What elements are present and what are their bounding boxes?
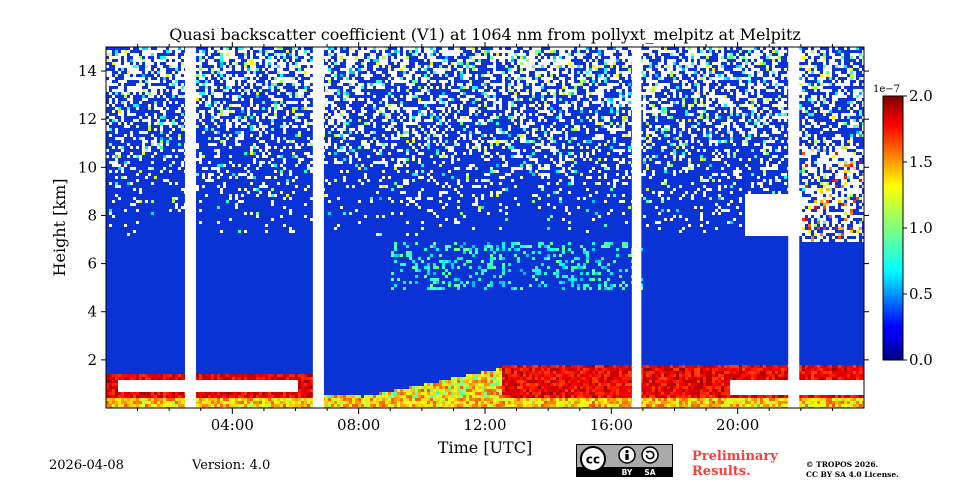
preliminary-results-label: Preliminary Results.	[692, 449, 778, 479]
y-tick-label: 8	[87, 206, 97, 224]
x-tick-label: 04:00	[211, 416, 254, 434]
cc-license-badge: cc BY SA	[576, 444, 673, 477]
copyright-notice: © TROPOS 2026. CC BY SA 4.0 License.	[806, 460, 899, 480]
y-tick-label: 10	[78, 158, 97, 176]
copyright-line-1: © TROPOS 2026.	[806, 460, 899, 470]
colorbar-tick-label: 1.5	[909, 153, 933, 171]
x-tick-label: 16:00	[590, 416, 633, 434]
colorbar: 0.0 0.5 1.0 1.5 2.0 1e−7	[873, 84, 933, 369]
colorbar-tick-label: 0.0	[909, 351, 933, 369]
y-tick-label: 14	[78, 62, 97, 80]
data-gap-1	[313, 47, 324, 408]
y-tick-label: 4	[87, 303, 97, 321]
colorbar-tick-label: 0.5	[909, 285, 933, 303]
cc-text: cc	[586, 453, 600, 467]
date-label: 2026-04-08	[49, 458, 124, 473]
colorbar-tick-label: 2.0	[909, 87, 933, 105]
x-tick-label: 12:00	[463, 416, 506, 434]
colorbar-offset-label: 1e−7	[873, 84, 900, 95]
colorbar-tick-label: 1.0	[909, 219, 933, 237]
copyright-line-2: CC BY SA 4.0 License.	[806, 470, 899, 480]
data-gap-2	[632, 47, 641, 408]
sa-share-icon	[642, 447, 658, 463]
y-tick-label: 2	[87, 351, 97, 369]
by-person-body	[625, 454, 628, 460]
y-tick-label: 6	[87, 255, 97, 273]
x-axis-label: Time [UTC]	[438, 438, 532, 457]
by-person-head	[625, 450, 628, 453]
y-tick-label: 12	[78, 110, 97, 128]
colorbar-gradient	[883, 96, 903, 360]
data-gap-3	[788, 47, 799, 408]
x-tick-label: 08:00	[337, 416, 380, 434]
by-label: BY	[622, 468, 633, 477]
sa-label: SA	[644, 468, 655, 477]
version-label: Version: 4.0	[192, 458, 270, 473]
x-tick-label: 20:00	[716, 416, 759, 434]
y-axis-label: Height [km]	[50, 179, 69, 277]
preliminary-line-2: Results.	[692, 464, 778, 479]
data-gap-0	[185, 47, 196, 408]
heatmap-area	[106, 47, 865, 410]
preliminary-line-1: Preliminary	[692, 449, 778, 464]
